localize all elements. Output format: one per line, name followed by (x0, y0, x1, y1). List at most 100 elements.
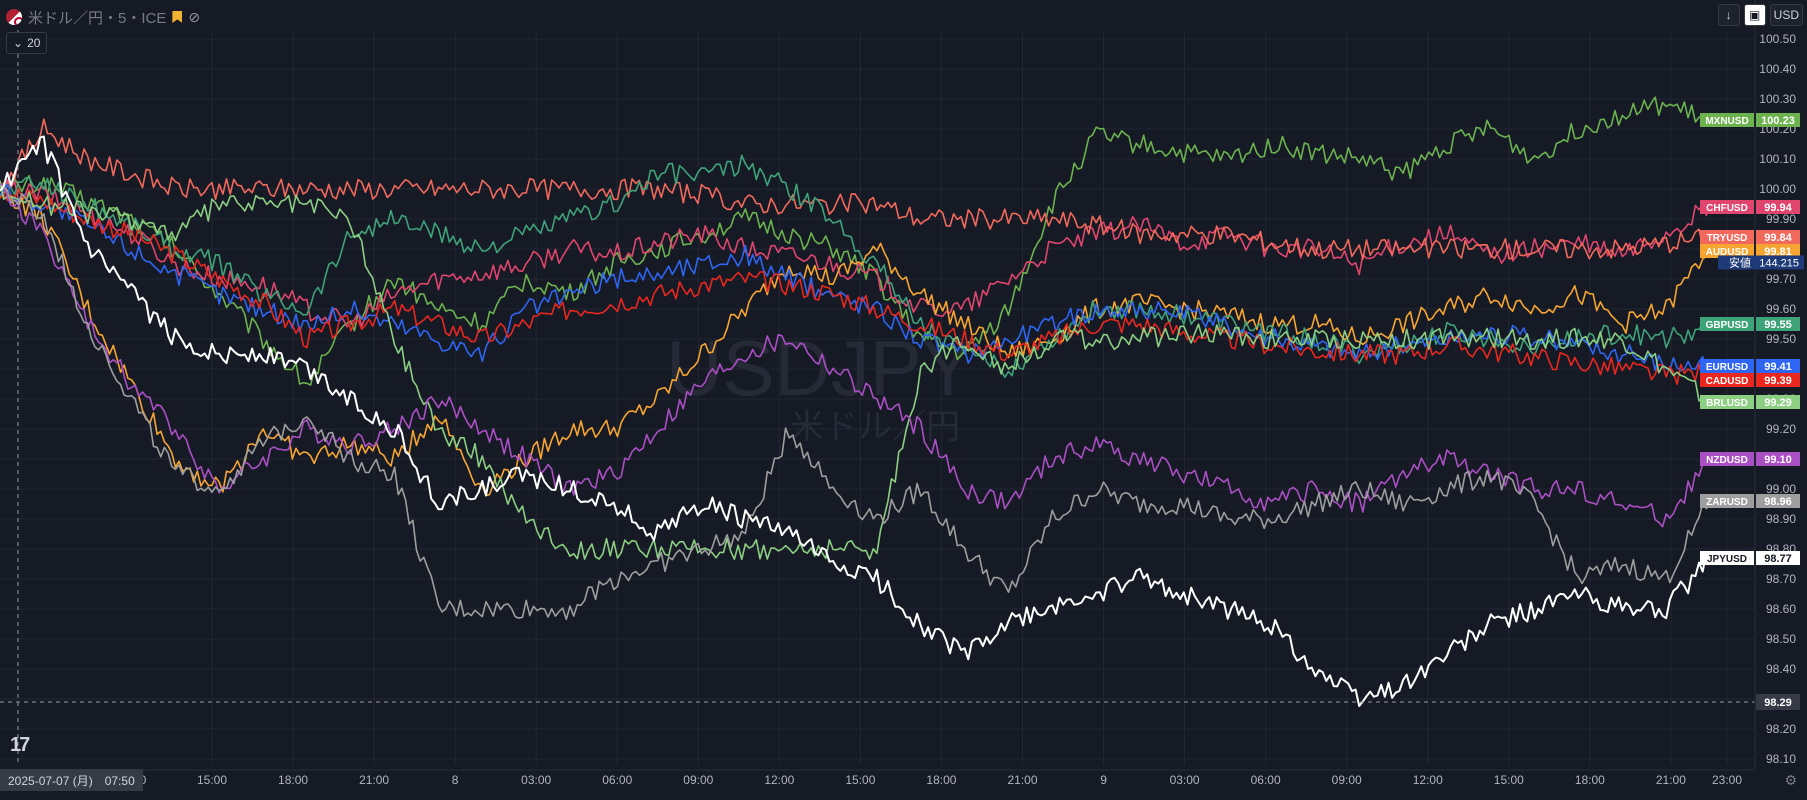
y-tick-label: 100.40 (1759, 62, 1796, 76)
x-tick-label: 15:00 (197, 773, 227, 787)
series-value-label: 98.77 (1764, 553, 1792, 565)
x-tick-label: 15:00 (845, 773, 875, 787)
y-tick-label: 100.30 (1759, 92, 1796, 106)
y-tick-label: 99.60 (1766, 302, 1796, 316)
series-value-tag (1756, 244, 1800, 258)
high-value-name: 安値 (1729, 256, 1751, 270)
series-line-brlusd (0, 180, 1711, 561)
symbol-label[interactable]: 米ドル／円・5・ICE (28, 9, 167, 27)
series-name-label: BRLUSD (1706, 398, 1748, 409)
series-value-label: 98.96 (1764, 496, 1792, 508)
high-value-number: 144.215 (1759, 258, 1799, 270)
series-name-label: GBPUSD (1706, 320, 1749, 331)
currency-selector[interactable]: USD (1769, 4, 1803, 26)
y-tick-label: 98.60 (1766, 602, 1796, 616)
y-tick-label: 98.10 (1766, 752, 1796, 766)
series-value-tag (1756, 373, 1800, 387)
y-tick-label: 98.40 (1766, 662, 1796, 676)
y-tick-label: 98.90 (1766, 512, 1796, 526)
symbol-header[interactable]: 米ドル／円・5・ICE ⊘ (6, 6, 200, 28)
x-tick-label: 12:00 (1413, 773, 1443, 787)
chevron-down-icon: ⌄ (13, 36, 24, 50)
lookback-value: 20 (27, 36, 41, 50)
x-tick-label: 09:00 (683, 773, 713, 787)
series-value-label: 100.23 (1761, 115, 1795, 127)
series-value-tag (1756, 359, 1800, 373)
x-tick-label: 8 (452, 773, 459, 787)
series-name-tag (1700, 200, 1754, 214)
series-name-label: JPYUSD (1707, 554, 1747, 565)
series-line-tryusd (0, 118, 1711, 260)
series-name-tag (1700, 230, 1754, 244)
series-value-label: 99.81 (1764, 246, 1792, 258)
series-value-tag (1756, 317, 1800, 331)
series-line-nzdusd (0, 183, 1711, 528)
crosshair-time-label: 2025-07-07 (月) 07:50 (0, 769, 143, 791)
series-name-label: NZDUSD (1706, 455, 1748, 466)
x-tick-label: 21:00 (359, 773, 389, 787)
download-arrow-icon[interactable]: ↓ (1717, 4, 1740, 26)
series-value-tag (1756, 452, 1800, 466)
series-value-label: 99.41 (1764, 361, 1792, 373)
series-value-label: 99.39 (1764, 375, 1792, 387)
series-line-cadusd (0, 187, 1711, 386)
y-tick-label: 99.00 (1766, 482, 1796, 496)
x-tick-label: 06:00 (1251, 773, 1281, 787)
y-tick-label: 98.20 (1766, 722, 1796, 736)
x-tick-label: 12:00 (764, 773, 794, 787)
series-line-jpyusd (0, 135, 1711, 707)
x-tick-label: 06:00 (602, 773, 632, 787)
series-value-tag (1756, 494, 1800, 508)
series-name-label: TRYUSD (1707, 233, 1748, 244)
crosshair-price-tag (1756, 694, 1800, 710)
series-name-tag (1700, 551, 1754, 565)
series-name-tag (1700, 244, 1754, 258)
series-line-zarusd (0, 186, 1711, 621)
series-name-tag (1700, 317, 1754, 331)
series-name-tag (1700, 113, 1754, 127)
x-tick-label: 18:00 (278, 773, 308, 787)
crosshair-price-label: 98.29 (1764, 697, 1792, 709)
x-tick-label: 15:00 (1494, 773, 1524, 787)
y-tick-label: 99.50 (1766, 332, 1796, 346)
series-name-label: CHFUSD (1706, 203, 1748, 214)
y-tick-label: 98.50 (1766, 632, 1796, 646)
series-value-tag (1756, 395, 1800, 409)
watermark-name: 米ドル／円 (790, 408, 960, 446)
x-tick-label: 09:00 (1332, 773, 1362, 787)
series-name-tag (1700, 452, 1754, 466)
bookmark-flag-icon[interactable] (172, 11, 183, 23)
gear-icon[interactable]: ⚙ (1784, 772, 1797, 788)
series-name-label: AUDUSD (1706, 247, 1749, 258)
series-value-label: 99.55 (1764, 319, 1792, 331)
series-value-label: 99.29 (1764, 397, 1792, 409)
x-tick-label: 18:00 (1575, 773, 1605, 787)
series-value-labels: MXNUSD 100.23 CHFUSD 99.94 TRYUSD 99.84 AUDUSD… (1700, 113, 1804, 710)
x-tick-label: 21:00 (1007, 773, 1037, 787)
series-line-mxnusd (0, 96, 1711, 386)
us-japan-flag-icon (6, 9, 22, 25)
y-tick-label: 99.70 (1766, 272, 1796, 286)
series-name-label: ZARUSD (1706, 497, 1748, 508)
x-tick-label: 21:00 (1656, 773, 1686, 787)
x-tick-label: 03:00 (521, 773, 551, 787)
x-tick-label: 23:00 (1712, 773, 1742, 787)
lookback-toggle[interactable]: ⌄ 20 (6, 32, 48, 54)
x-tick-label: 9 (1100, 773, 1107, 787)
hide-eye-icon[interactable]: ⊘ (188, 8, 201, 25)
series-value-tag (1756, 551, 1800, 565)
scale-toggle-icon[interactable]: ▣ (1743, 4, 1766, 26)
time-axis: 15:00 18:00 21:00 8 03:00 06:00 09:00 12:00 15:0… (0, 769, 1755, 787)
series-line-audusd (0, 182, 1711, 497)
series-lines (0, 96, 1711, 707)
x-tick-label: 18:00 (926, 773, 956, 787)
series-name-label: MXNUSD (1705, 116, 1748, 127)
y-tick-label: 100.50 (1759, 32, 1796, 46)
series-name-label: CADUSD (1706, 376, 1749, 387)
series-name-tag (1700, 395, 1754, 409)
high-value-tag (1718, 255, 1804, 270)
series-name-tag (1700, 494, 1754, 508)
series-name-label: EURUSD (1706, 362, 1748, 373)
series-value-label: 99.84 (1764, 232, 1792, 244)
